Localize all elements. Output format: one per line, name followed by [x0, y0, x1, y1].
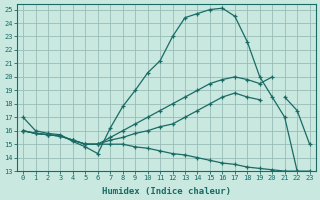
X-axis label: Humidex (Indice chaleur): Humidex (Indice chaleur): [102, 187, 231, 196]
